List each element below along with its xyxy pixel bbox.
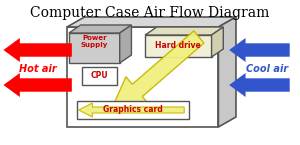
Polygon shape: [3, 38, 72, 62]
Polygon shape: [69, 25, 131, 33]
Polygon shape: [229, 38, 290, 62]
Bar: [145, 35, 212, 57]
Bar: [82, 67, 117, 85]
Text: Hard drive: Hard drive: [155, 41, 201, 50]
Polygon shape: [218, 17, 236, 127]
Text: Cool air: Cool air: [246, 64, 288, 74]
Text: Computer Case Air Flow Diagram: Computer Case Air Flow Diagram: [30, 6, 270, 20]
Bar: [77, 101, 189, 119]
Text: Hot air: Hot air: [19, 64, 56, 74]
Text: CPU: CPU: [90, 71, 108, 80]
Text: Graphics card: Graphics card: [103, 106, 163, 115]
Bar: [69, 33, 120, 63]
Polygon shape: [145, 27, 223, 35]
Polygon shape: [229, 73, 290, 97]
Text: Power
Supply: Power Supply: [81, 35, 108, 48]
Bar: [67, 27, 218, 127]
Polygon shape: [79, 103, 184, 117]
Polygon shape: [120, 25, 131, 63]
Polygon shape: [67, 17, 236, 27]
Polygon shape: [212, 27, 223, 57]
Polygon shape: [3, 73, 72, 97]
Polygon shape: [109, 31, 204, 115]
